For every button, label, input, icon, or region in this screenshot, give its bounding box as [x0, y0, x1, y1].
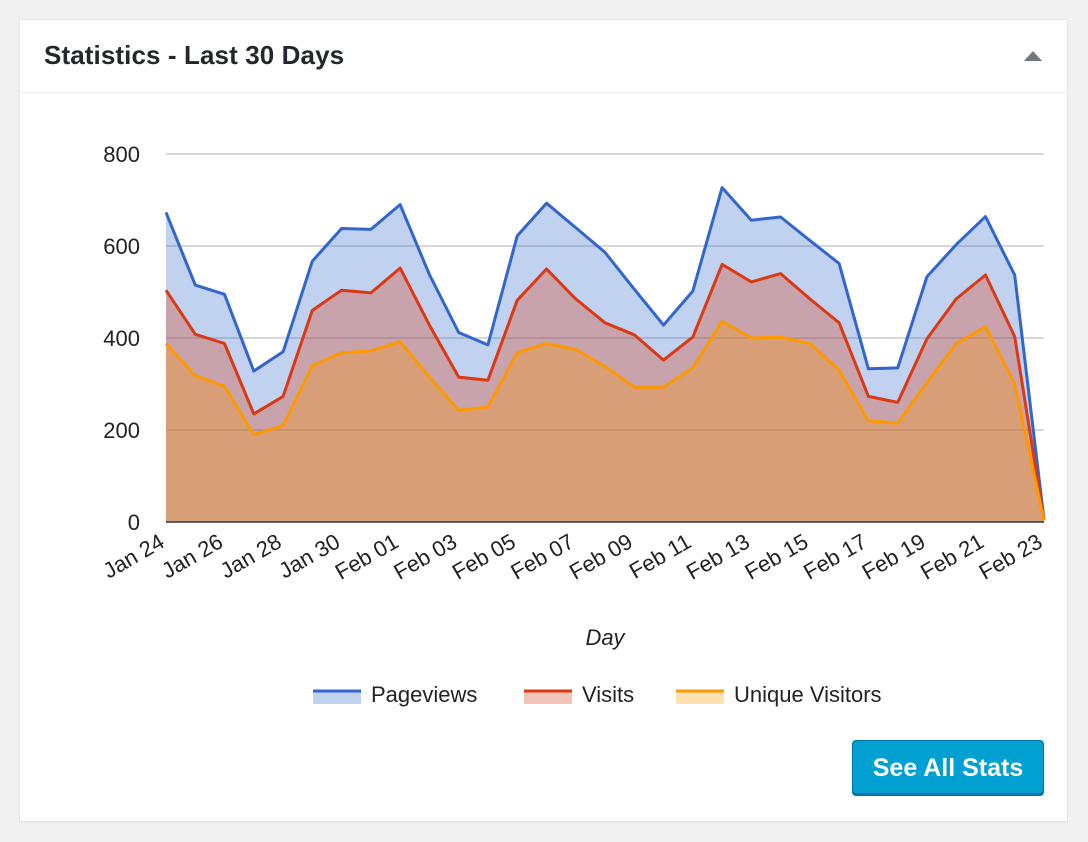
x-tick-label: Feb 19 — [858, 529, 930, 585]
y-tick-label: 600 — [103, 234, 140, 259]
x-tick-label: Feb 21 — [916, 529, 988, 585]
widget-title: Statistics - Last 30 Days — [44, 40, 345, 70]
series-area-unique_visitors — [166, 321, 1044, 522]
series-area-pageviews — [166, 187, 1044, 522]
series-line-unique_visitors — [164, 319, 1046, 521]
x-tick-label: Feb 13 — [682, 529, 754, 585]
x-tick-label: Feb 03 — [389, 529, 461, 585]
x-axis-title: Day — [585, 625, 626, 650]
y-tick-label: 800 — [103, 142, 140, 167]
x-tick-label: Jan 30 — [274, 529, 344, 584]
legend-label: Pageviews — [371, 682, 477, 707]
x-tick-label: Feb 17 — [799, 529, 871, 585]
legend-swatch — [676, 692, 724, 704]
x-tick-label: Feb 11 — [625, 529, 695, 584]
stats-widget: Statistics - Last 30 Days 0 200 400 600 800 … — [19, 19, 1068, 822]
x-tick-label: Feb 09 — [565, 529, 637, 585]
x-tick-label: Feb 15 — [741, 529, 813, 585]
x-tick-label: Feb 23 — [975, 529, 1047, 585]
y-tick-label: 400 — [103, 326, 140, 351]
series-area-visits — [166, 264, 1044, 522]
stats-chart: 0 200 400 600 800 Jan 24 Jan 26 Jan 28 Jan 30 Fe… — [20, 92, 1069, 732]
x-tick-label: Jan 24 — [99, 529, 169, 584]
legend-label: Unique Visitors — [734, 682, 882, 707]
legend-swatch — [524, 692, 572, 704]
legend-label: Visits — [582, 682, 634, 707]
collapse-toggle-button[interactable] — [1021, 46, 1045, 68]
widget-header: Statistics - Last 30 Days — [20, 20, 1067, 93]
x-tick-label: Jan 26 — [157, 529, 227, 584]
y-tick-label: 0 — [128, 510, 140, 535]
x-tick-label: Feb 05 — [448, 529, 520, 585]
series-line-visits — [164, 262, 1046, 521]
legend-swatch — [313, 692, 361, 704]
x-tick-label: Feb 07 — [506, 529, 578, 585]
y-tick-label: 200 — [103, 418, 140, 443]
x-tick-label: Feb 01 — [331, 529, 403, 585]
series-line-pageviews — [164, 186, 1046, 520]
see-all-stats-button[interactable]: See All Stats — [852, 740, 1044, 796]
triangle-up-icon — [1024, 51, 1042, 61]
x-tick-label: Jan 28 — [216, 529, 286, 584]
